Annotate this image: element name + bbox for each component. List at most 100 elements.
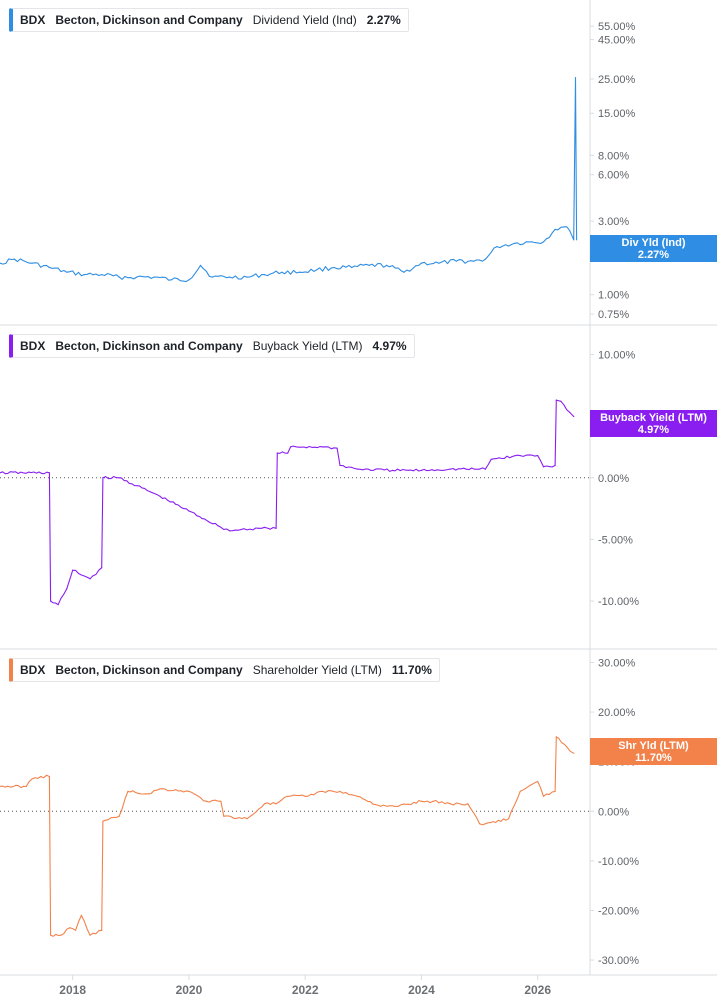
dividend-yield-line (0, 77, 578, 283)
legend-current-value: 11.70% (391, 663, 432, 677)
tag-value: 2.27% (637, 249, 670, 261)
dividend-data-point (573, 239, 575, 241)
shareholder-data-point (287, 795, 289, 798)
tag-label: Shr Yld (LTM) (618, 740, 689, 752)
buyback-data-point (290, 446, 292, 448)
dividend-data-point (473, 260, 475, 262)
x-tick-label: 2026 (524, 983, 551, 997)
y-tick-label: 3.00% (598, 216, 629, 228)
shareholder-data-point (322, 790, 324, 793)
dividend-data-point (118, 276, 120, 278)
dividend-data-point (170, 279, 173, 281)
dividend-data-point (281, 271, 283, 273)
y-tick-label: 8.00% (598, 150, 629, 162)
shareholder-yield-tag: Shr Yld (LTM) 11.70% (590, 738, 717, 765)
tag-label: Div Yld (Ind) (621, 237, 686, 249)
shareholder-data-point (40, 775, 42, 778)
shareholder-data-point (60, 934, 62, 936)
dividend-data-point (211, 276, 213, 278)
y-tick-label: 55.00% (598, 21, 636, 33)
y-tick-label: -10.00% (598, 856, 639, 868)
dividend-data-point (351, 266, 353, 269)
shareholder-data-point (484, 823, 486, 825)
legend-shareholder-yield: BDX Becton, Dickinson and Company Shareh… (9, 658, 440, 682)
y-tick-label: 1.00% (598, 290, 629, 302)
dividend-data-point (31, 262, 33, 264)
shareholder-data-point (101, 929, 103, 931)
buyback-yield-tag: Buyback Yield (LTM) 4.97% (590, 410, 717, 437)
legend-ticker: BDX (20, 339, 46, 353)
y-tick-label: 0.00% (598, 473, 629, 485)
dividend-data-point (569, 230, 571, 232)
y-tick-label: -5.00% (598, 534, 633, 546)
dividend-data-point (368, 264, 370, 266)
buyback-data-point (391, 469, 393, 471)
shareholder-data-point (566, 746, 568, 748)
buyback-data-point (336, 447, 338, 449)
y-tick-label: 25.00% (598, 74, 636, 86)
x-tick-label: 2022 (292, 983, 319, 997)
legend-current-value: 2.27% (366, 13, 401, 27)
buyback-data-point (101, 567, 103, 569)
dividend-data-point (0, 262, 1, 264)
shareholder-data-point (554, 790, 556, 793)
legend-metric: Buyback Yield (LTM) (252, 339, 363, 353)
tag-value: 4.97% (637, 424, 670, 436)
y-tick-label: -10.00% (598, 596, 639, 608)
shareholder-data-point (69, 927, 71, 929)
legend-buyback-yield: BDX Becton, Dickinson and Company Buybac… (9, 334, 415, 358)
shareholder-data-point (0, 785, 1, 788)
tag-label: Buyback Yield (LTM) (600, 412, 707, 424)
shareholder-data-point (80, 914, 82, 917)
y-tick-label: 6.00% (598, 170, 629, 182)
dividend-data-point (403, 271, 405, 273)
buyback-data-point (569, 411, 571, 413)
dividend-data-point (438, 262, 440, 264)
dividend-data-point (563, 226, 565, 228)
buyback-data-point (159, 495, 161, 497)
shareholder-data-point (397, 805, 399, 807)
buyback-data-point (217, 525, 219, 527)
dividend-data-point (554, 228, 556, 230)
buyback-data-point (555, 399, 557, 401)
x-tick-label: 2024 (408, 983, 435, 997)
buyback-data-point (258, 527, 260, 529)
shareholder-data-point (519, 790, 521, 793)
dividend-yield-tag: Div Yld (Ind) 2.27% (590, 235, 717, 262)
y-tick-label: 10.00% (598, 349, 636, 361)
buyback-data-point (484, 468, 486, 470)
shareholder-data-point (205, 800, 207, 802)
tag-value: 11.70% (635, 752, 672, 764)
buyback-data-point (276, 452, 278, 454)
shareholder-data-point (432, 800, 434, 802)
dividend-data-point (455, 260, 457, 262)
shareholder-data-point (246, 818, 248, 820)
shareholder-data-point (50, 934, 52, 936)
dividend-data-point (136, 276, 138, 278)
buyback-data-point (48, 472, 51, 474)
shareholder-data-point (147, 793, 149, 795)
shareholder-data-point (508, 818, 510, 820)
shareholder-data-point (467, 803, 469, 805)
dividend-data-point (316, 269, 318, 271)
buyback-data-point (479, 468, 481, 470)
buyback-data-point (275, 527, 277, 529)
shareholder-data-point (223, 815, 225, 817)
shareholder-data-point (102, 820, 104, 822)
buyback-data-point (449, 468, 452, 470)
buyback-data-point (118, 477, 120, 479)
dividend-data-point (386, 264, 388, 266)
shareholder-data-point (118, 815, 120, 817)
shareholder-data-point (75, 929, 77, 931)
dividend-data-point (576, 239, 578, 241)
dividend-data-point (13, 258, 16, 260)
buyback-data-point (554, 464, 556, 466)
buyback-data-point (322, 446, 324, 448)
buyback-data-point (356, 468, 359, 470)
dividend-data-point (574, 77, 577, 79)
shareholder-data-point (304, 795, 306, 798)
legend-dividend-yield: BDX Becton, Dickinson and Company Divide… (9, 8, 409, 32)
legend-ticker: BDX (20, 663, 46, 677)
dividend-data-point (199, 264, 202, 266)
buyback-data-point (72, 569, 74, 571)
